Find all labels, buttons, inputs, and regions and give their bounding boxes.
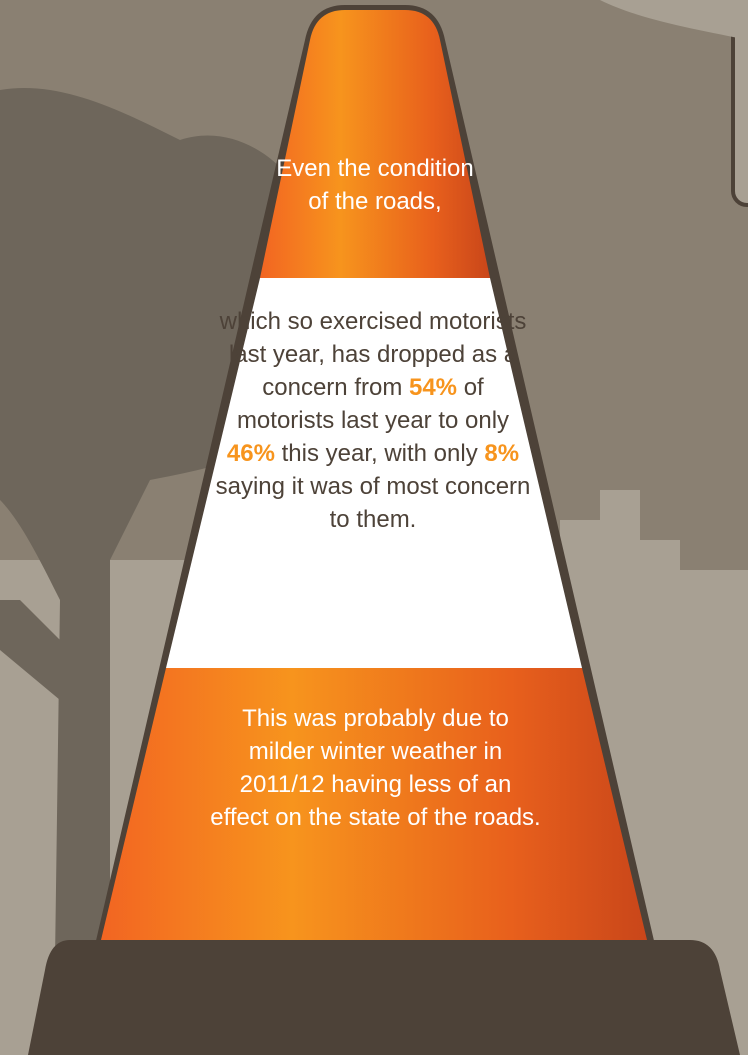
highlight: 8% [484,440,519,467]
cone-base [28,940,740,1055]
text: saying it was of most concern to them. [216,473,531,533]
highlight: 46% [227,440,275,467]
middle-text: which so exercised motorists last year, … [213,305,533,536]
closing-text: This was probably due to milder winter w… [208,702,543,834]
highlight: 54% [409,374,457,401]
intro-text: Even the condition of the roads, [275,152,475,218]
page: Even the condition of the roads, which s… [0,0,748,1055]
text: this year, with only [275,440,484,467]
